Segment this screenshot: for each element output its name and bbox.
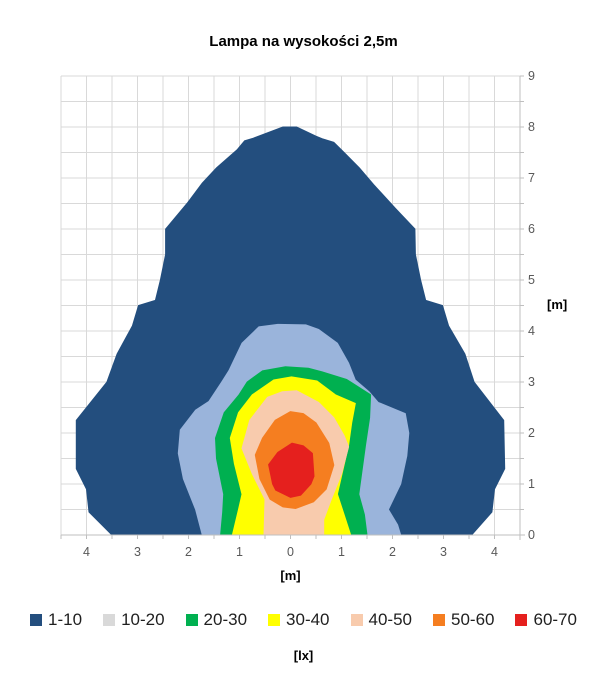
y-tick-label: 9 xyxy=(528,69,535,83)
legend-swatch xyxy=(185,614,198,626)
legend-item-40-50: 40-50 xyxy=(350,610,412,630)
contour-band-60-70 xyxy=(268,442,315,498)
legend-swatch xyxy=(433,614,445,626)
legend-label: 40-50 xyxy=(368,610,412,629)
chart-title: Lampa na wysokości 2,5m xyxy=(209,33,398,50)
legend-item-10-20: 10-20 xyxy=(103,610,165,630)
legend-item-30-40: 30-40 xyxy=(268,610,330,630)
x-tick-label: 1 xyxy=(338,545,345,559)
x-tick-label: 1 xyxy=(236,545,243,559)
legend-label: 1-10 xyxy=(48,610,83,629)
legend-label: 30-40 xyxy=(286,610,330,629)
y-tick-label: 7 xyxy=(528,171,535,185)
x-axis-unit-label: [m] xyxy=(280,568,301,583)
x-tick-label: 4 xyxy=(491,545,498,559)
legend-swatch xyxy=(30,614,43,626)
y-tick-label: 3 xyxy=(528,375,535,389)
legend-item-1-10: 1-10 xyxy=(30,610,82,630)
legend-swatch xyxy=(268,614,281,626)
x-tick-label: 3 xyxy=(134,545,141,559)
legend: 1-10 10-20 20-30 30-40 40-50 50-60 60-70 xyxy=(0,607,607,633)
x-tick-label: 0 xyxy=(287,545,294,559)
legend-label: 10-20 xyxy=(121,610,165,629)
legend-item-50-60: 50-60 xyxy=(433,610,494,630)
y-tick-label: 2 xyxy=(528,426,535,440)
legend-label: 50-60 xyxy=(451,610,495,629)
x-tick-label: 2 xyxy=(185,545,192,559)
y-tick-label: 4 xyxy=(528,324,535,338)
legend-label: 20-30 xyxy=(203,610,248,629)
legend-unit-label: [lx] xyxy=(293,648,314,663)
y-tick-label: 0 xyxy=(528,528,535,542)
y-tick-label: 1 xyxy=(528,477,535,491)
legend-item-60-70: 60-70 xyxy=(515,610,577,630)
legend-swatch xyxy=(350,614,363,626)
y-axis-unit-label: [m] xyxy=(547,297,568,312)
x-tick-label: 4 xyxy=(83,545,90,559)
y-tick-label: 8 xyxy=(528,120,535,134)
y-tick-label: 5 xyxy=(528,273,535,287)
legend-label: 60-70 xyxy=(533,610,577,629)
legend-item-20-30: 20-30 xyxy=(185,610,248,630)
y-tick-label: 6 xyxy=(528,222,535,236)
legend-swatch xyxy=(515,614,528,626)
legend-swatch xyxy=(103,614,116,626)
x-tick-label: 2 xyxy=(389,545,396,559)
x-tick-label: 3 xyxy=(440,545,447,559)
